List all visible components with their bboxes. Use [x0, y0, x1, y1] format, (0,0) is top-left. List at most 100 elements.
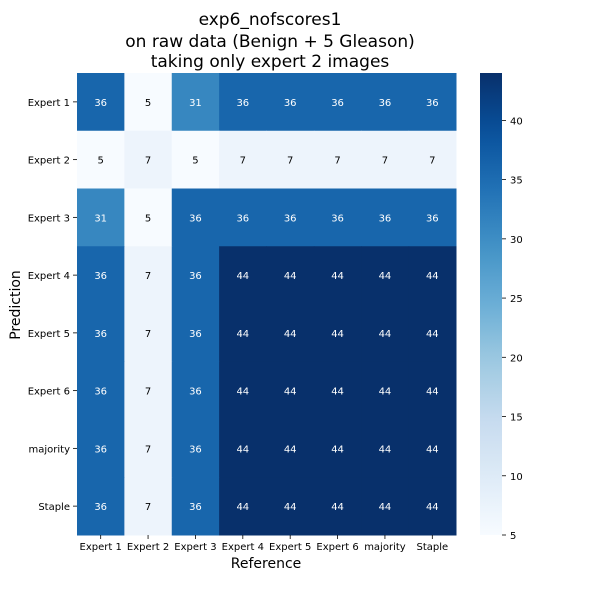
heatmap-cell [219, 361, 267, 420]
heatmap-cell-value: 7 [145, 271, 151, 282]
x-tick-label: Expert 1 [80, 542, 122, 553]
colorbar-tick-label: 20 [510, 353, 523, 364]
heatmap-cell [361, 477, 410, 536]
heatmap-cell-value: 31 [189, 98, 202, 109]
heatmap-cell [77, 73, 125, 132]
heatmap-cell-value: 5 [98, 156, 104, 167]
heatmap-cell-value: 7 [145, 444, 151, 455]
heatmap-cell-value: 7 [145, 156, 151, 167]
colorbar [480, 73, 502, 535]
y-tick-label: Expert 4 [28, 271, 70, 282]
heatmap-cell [408, 304, 457, 363]
chart-title-line-3: taking only expert 2 images [150, 52, 390, 72]
heatmap-cell [219, 188, 267, 247]
heatmap-cell [266, 73, 315, 132]
chart-title-line-2: on raw data (Benign + 5 Gleason) [125, 32, 415, 52]
heatmap-cell [124, 419, 173, 478]
heatmap-cell-value: 36 [284, 98, 297, 109]
heatmap-cell [77, 304, 125, 363]
heatmap-cell [171, 477, 220, 536]
heatmap-cell-value: 44 [284, 329, 297, 340]
heatmap-cell [124, 130, 173, 189]
heatmap-cell-value: 44 [236, 387, 249, 398]
heatmap-cell-value: 36 [189, 329, 202, 340]
heatmap-cell [266, 361, 315, 420]
heatmap-cell [408, 477, 457, 536]
heatmap-cell-value: 7 [382, 156, 388, 167]
heatmap-cell-value: 44 [426, 387, 439, 398]
heatmap-cell-value: 36 [236, 98, 249, 109]
heatmap-cell [171, 361, 220, 420]
heatmap-cell [171, 188, 220, 247]
y-tick-label: Expert 2 [28, 156, 70, 167]
heatmap-cell-value: 7 [145, 387, 151, 398]
heatmap-cell-value: 36 [94, 329, 107, 340]
heatmap-cell [219, 246, 267, 305]
heatmap-cell [408, 246, 457, 305]
heatmap-cell [219, 304, 267, 363]
y-tick-label: Expert 5 [28, 329, 70, 340]
heatmap-cell-value: 44 [331, 329, 344, 340]
heatmap-cell-value: 36 [189, 502, 202, 513]
heatmap-cell [171, 419, 220, 478]
heatmap-cell-value: 44 [236, 329, 249, 340]
heatmap-cell [171, 246, 220, 305]
heatmap-cell-value: 36 [426, 98, 439, 109]
heatmap-cell [313, 361, 362, 420]
heatmap-cell-value: 44 [331, 502, 344, 513]
heatmap-cell-value: 44 [379, 329, 392, 340]
heatmap-cell [408, 188, 457, 247]
heatmap-cell [266, 304, 315, 363]
heatmap-cell [313, 477, 362, 536]
heatmap-cell-value: 44 [284, 444, 297, 455]
heatmap-cell-value: 7 [145, 502, 151, 513]
heatmap-cell-value: 36 [94, 98, 107, 109]
heatmap-cells: 36 5 31 36 36 36 36 36 5 7 5 7 7 7 7 7 31 5 36 36 36 36 36 36 36… [77, 73, 457, 536]
heatmap-cell [361, 130, 410, 189]
heatmap-cell [361, 361, 410, 420]
heatmap-cell-value: 5 [145, 98, 151, 109]
heatmap-cell-value: 36 [331, 98, 344, 109]
heatmap-cell-value: 44 [236, 502, 249, 513]
heatmap-cell-value: 44 [379, 387, 392, 398]
heatmap-cell-value: 7 [145, 329, 151, 340]
heatmap-cell-value: 36 [379, 213, 392, 224]
heatmap-cell-value: 36 [379, 98, 392, 109]
heatmap-cell-value: 44 [426, 271, 439, 282]
heatmap-cell [313, 130, 362, 189]
colorbar-tick-label: 25 [510, 294, 523, 305]
heatmap-cell-value: 36 [94, 502, 107, 513]
heatmap-cell [361, 73, 410, 132]
heatmap-cell [313, 304, 362, 363]
heatmap-cell-value: 7 [287, 156, 293, 167]
heatmap-cell-value: 44 [426, 329, 439, 340]
heatmap-cell-value: 44 [331, 444, 344, 455]
heatmap-cell [313, 188, 362, 247]
colorbar-tick-label: 40 [510, 116, 523, 127]
heatmap-cell [361, 419, 410, 478]
heatmap-cell-value: 36 [284, 213, 297, 224]
heatmap-cell [124, 304, 173, 363]
heatmap-cell [266, 419, 315, 478]
heatmap-cell [124, 361, 173, 420]
heatmap-cell [219, 419, 267, 478]
y-tick-label: Staple [38, 502, 70, 513]
heatmap-cell [266, 477, 315, 536]
heatmap-cell [77, 130, 125, 189]
heatmap-cell [408, 130, 457, 189]
heatmap-cell-value: 36 [189, 387, 202, 398]
heatmap-cell-value: 31 [94, 213, 107, 224]
heatmap-cell [408, 73, 457, 132]
colorbar-tick-label: 5 [510, 531, 516, 542]
x-tick-label: Expert 4 [222, 542, 264, 553]
heatmap-cell-value: 44 [379, 502, 392, 513]
x-tick-label: Expert 3 [174, 542, 216, 553]
heatmap-cell-value: 36 [236, 213, 249, 224]
heatmap-cell-value: 44 [236, 444, 249, 455]
heatmap-cell [361, 304, 410, 363]
heatmap-cell [124, 246, 173, 305]
heatmap-cell-value: 44 [284, 387, 297, 398]
heatmap-cell [77, 419, 125, 478]
y-tick-label: Expert 1 [28, 98, 70, 109]
heatmap-cell-value: 7 [240, 156, 246, 167]
